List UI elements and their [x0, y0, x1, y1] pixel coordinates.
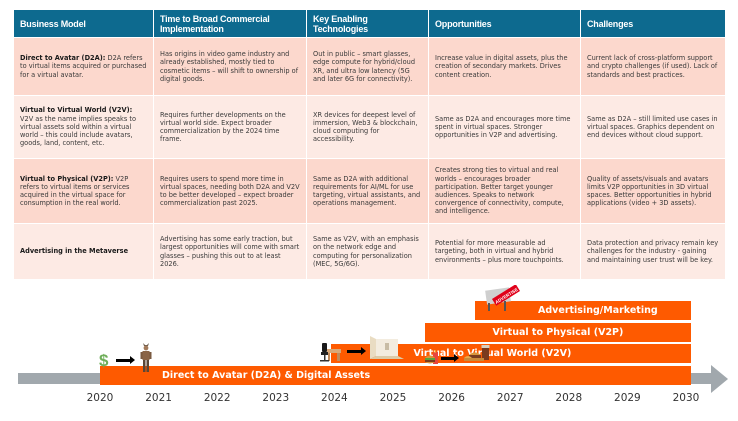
year-label: 2021: [145, 392, 172, 404]
cell-challenges-v2v: Same as D2A – still limited use cases in…: [581, 96, 725, 158]
cell-opportunities-v2p: Creates strong ties to virtual and real …: [429, 159, 580, 223]
cell-challenges-d2a: Current lack of cross-platform support a…: [581, 38, 725, 95]
office-desk-icon: [320, 343, 341, 362]
cell-challenges-advertising: Data protection and privacy remain key c…: [581, 224, 725, 279]
cell-model-advertising: Advertising in the Metaverse: [14, 224, 153, 279]
year-label: 2030: [672, 392, 700, 404]
cell-model-d2a: Direct to Avatar (D2A): D2A refers to vi…: [14, 38, 153, 95]
virtual-room-icon: [370, 336, 404, 359]
cell-model-v2p: Virtual to Physical (V2P): V2P refers to…: [14, 159, 153, 223]
model-title: Virtual to Virtual World (V2V):: [20, 106, 133, 115]
cell-time-advertising: Advertising has some early traction, but…: [154, 224, 306, 279]
cell-tech-v2v: XR devices for deepest level of immersio…: [307, 96, 428, 158]
cell-tech-d2a: Out in public – smart glasses, edge comp…: [307, 38, 428, 95]
arrow-icon: [441, 354, 459, 362]
year-label: 2026: [438, 392, 465, 404]
header-opportunities: Opportunities: [429, 10, 580, 37]
bar-v2p: Virtual to Physical (V2P): [425, 323, 691, 342]
cell-tech-advertising: Same as V2V, with an emphasis on the net…: [307, 224, 428, 279]
model-title: Advertising in the Metaverse: [20, 247, 129, 256]
cell-opportunities-advertising: Potential for more measurable ad targeti…: [429, 224, 580, 279]
timeline-arrow-head-icon: [711, 365, 728, 393]
avatar-figure-icon: [140, 343, 152, 372]
dollar-icon: $: [99, 351, 109, 370]
year-label: 2024: [321, 392, 348, 404]
model-desc: V2V as the name implies speaks to virtua…: [20, 114, 136, 148]
year-label: 2025: [379, 392, 407, 404]
year-label: 2022: [203, 392, 231, 404]
header-key-technologies: Key Enabling Technologies: [307, 10, 428, 37]
model-title: Direct to Avatar (D2A):: [20, 54, 106, 63]
cell-time-v2v: Requires further developments on the vir…: [154, 96, 306, 158]
model-desc: D2A refers to virtual items acquired or …: [20, 54, 147, 79]
cell-time-v2p: Requires users to spend more time in vir…: [154, 159, 306, 223]
bar-d2a: Direct to Avatar (D2A) & Digital Assets: [100, 366, 691, 385]
food-meal-icon: [464, 345, 490, 361]
cell-tech-v2p: Same as D2A with additional requirements…: [307, 159, 428, 223]
year-label: 2028: [555, 392, 583, 404]
cell-challenges-v2p: Quality of assets/visuals and avatars li…: [581, 159, 725, 223]
bar-advertising: Advertising/Marketing: [475, 301, 691, 320]
cell-time-d2a: Has origins in video game industry and a…: [154, 38, 306, 95]
model-desc: V2P refers to virtual items or services …: [20, 174, 130, 208]
bar-v2v: Virtual to Virtual World (V2V): [331, 344, 691, 363]
header-challenges: Challenges: [581, 10, 725, 37]
cell-opportunities-d2a: Increase value in digital assets, plus t…: [429, 38, 580, 95]
year-label: 2020: [86, 392, 114, 404]
header-business-model: Business Model: [14, 10, 153, 37]
model-title: Virtual to Physical (V2P):: [20, 174, 114, 183]
arrow-icon: [347, 347, 366, 355]
arrow-icon: [116, 356, 135, 364]
year-label: 2023: [262, 392, 290, 404]
year-label: 2027: [496, 392, 524, 404]
cell-opportunities-v2v: Same as D2A and encourages more time spe…: [429, 96, 580, 158]
cell-model-v2v: Virtual to Virtual World (V2V): V2V as t…: [14, 96, 153, 158]
header-time-to-implementation: Time to Broad Commercial Implementation: [154, 10, 306, 37]
year-label: 2029: [614, 392, 641, 404]
timeline: Direct to Avatar (D2A) & Digital Assets …: [0, 285, 738, 421]
advertise-sign-icon: ADVERTISE: [485, 285, 520, 311]
business-model-table: Business Model Time to Broad Commercial …: [14, 10, 725, 279]
fast-food-icon: [425, 350, 438, 364]
